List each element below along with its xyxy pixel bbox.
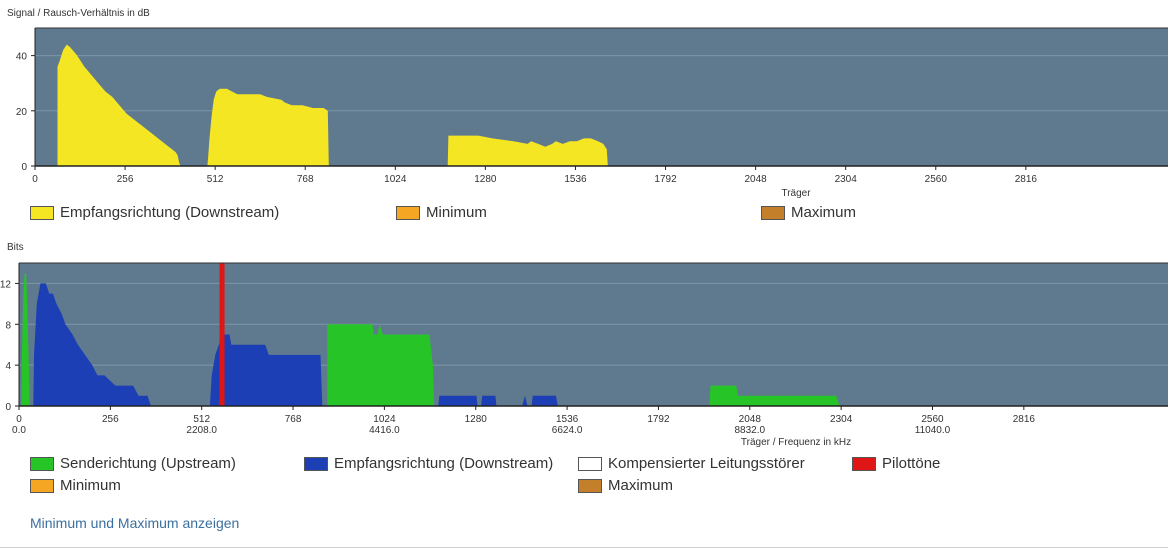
bottom-divider xyxy=(0,547,1168,548)
x-tick-label-khz: 2208.0 xyxy=(186,425,217,436)
y-tick-label: 20 xyxy=(16,107,28,118)
bits-legend-label-compensated: Kompensierter Leitungsstörer xyxy=(608,455,805,472)
y-tick-label: 40 xyxy=(16,52,28,63)
x-tick-label-khz: 6624.0 xyxy=(552,425,583,436)
x-tick-label: 256 xyxy=(102,414,119,425)
snr-legend-label-minimum: Minimum xyxy=(426,204,487,221)
pilot-tone-bar xyxy=(219,263,225,406)
x-tick-label-khz: 11040.0 xyxy=(915,425,951,436)
plot-area xyxy=(19,263,1168,406)
x-tick-label: 2304 xyxy=(830,414,853,425)
bits-legend-swatch-maximum xyxy=(578,478,602,493)
bits-legend-upstream: Senderichtung (Upstream) xyxy=(30,455,236,472)
bits-legend-minimum: Minimum xyxy=(30,477,121,494)
x-tick-label: 1536 xyxy=(556,414,579,425)
show-min-max-link[interactable]: Minimum und Maximum anzeigen xyxy=(30,515,240,531)
bits-chart: 0 4 8 12 0 256 512 768 1024 1280 1536 1792 2048 2304 2… xyxy=(0,262,1168,448)
x-axis-label: Träger xyxy=(781,188,811,199)
x-tick-label: 2560 xyxy=(921,414,944,425)
x-tick-label: 1792 xyxy=(647,414,670,425)
bits-legend-maximum: Maximum xyxy=(578,477,673,494)
snr-legend-label-maximum: Maximum xyxy=(791,204,857,221)
bits-legend-label-pilot: Pilottöne xyxy=(882,455,941,472)
series-0-area-1 xyxy=(207,88,329,166)
bits-chart-title: Bits xyxy=(7,242,24,253)
x-tick-label: 2048 xyxy=(744,174,767,185)
x-tick-label: 768 xyxy=(297,174,314,185)
snr-chart: 0 20 40 0 256 512 768 1024 1280 1536 1792 2048 2304 2… xyxy=(16,27,1168,199)
x-tick-label: 768 xyxy=(285,414,302,425)
series-1-area-2 xyxy=(438,395,478,406)
x-tick-label: 2304 xyxy=(835,174,858,185)
x-tick-label-khz: 4416.0 xyxy=(369,425,400,436)
series-1-area-5 xyxy=(531,395,558,406)
snr-legend-swatch-downstream xyxy=(30,205,54,220)
x-tick-label-khz: 0.0 xyxy=(12,425,26,436)
y-tick-label: 8 xyxy=(5,320,11,331)
snr-legend-swatch-minimum xyxy=(396,205,420,220)
bits-legend-label-downstream: Empfangsrichtung (Downstream) xyxy=(334,455,554,472)
x-tick-label: 2560 xyxy=(925,174,948,185)
x-tick-label: 1280 xyxy=(465,414,488,425)
x-tick-label: 512 xyxy=(207,174,224,185)
x-tick-label: 1024 xyxy=(384,174,407,185)
snr-legend-maximum: Maximum xyxy=(761,204,856,221)
snr-chart-title: Signal / Rausch-Verhältnis in dB xyxy=(7,8,150,19)
x-tick-label: 1280 xyxy=(474,174,497,185)
x-tick-label-khz: 8832.0 xyxy=(734,425,765,436)
bits-legend-swatch-downstream xyxy=(304,456,328,471)
x-tick-label: 2816 xyxy=(1013,414,1036,425)
y-tick-label: 0 xyxy=(5,402,11,413)
bits-legend-swatch-upstream xyxy=(30,456,54,471)
snr-legend-swatch-maximum xyxy=(761,205,785,220)
x-tick-label: 1792 xyxy=(654,174,677,185)
x-tick-label: 0 xyxy=(32,174,38,185)
bits-legend-label-upstream: Senderichtung (Upstream) xyxy=(60,455,236,472)
bits-legend-swatch-compensated xyxy=(578,456,602,471)
snr-legend-label-downstream: Empfangsrichtung (Downstream) xyxy=(60,204,280,221)
x-tick-label: 1024 xyxy=(373,414,396,425)
x-tick-label: 512 xyxy=(193,414,210,425)
snr-legend-downstream: Empfangsrichtung (Downstream) xyxy=(30,204,279,221)
bits-legend-swatch-minimum xyxy=(30,478,54,493)
series-0-area-2 xyxy=(447,135,608,166)
series-0-area-1 xyxy=(327,324,434,406)
series-1-area-4 xyxy=(522,395,528,406)
x-tick-label: 1536 xyxy=(564,174,587,185)
bits-legend-label-minimum: Minimum xyxy=(60,477,121,494)
x-tick-label: 2048 xyxy=(739,414,762,425)
bits-legend-pilot: Pilottöne xyxy=(852,455,940,472)
y-tick-label: 12 xyxy=(0,279,11,290)
series-0-area-0 xyxy=(57,44,181,166)
bits-legend-swatch-pilot xyxy=(852,456,876,471)
y-tick-label: 0 xyxy=(21,162,27,173)
x-tick-label: 2816 xyxy=(1015,174,1038,185)
series-1-area-3 xyxy=(481,395,497,406)
bits-legend-compensated: Kompensierter Leitungsstörer xyxy=(578,455,805,472)
snr-legend-minimum: Minimum xyxy=(396,204,487,221)
x-tick-label: 256 xyxy=(117,174,134,185)
x-tick-label: 0 xyxy=(16,414,22,425)
series-1-area-0 xyxy=(33,283,151,406)
series-0-area-0 xyxy=(21,273,30,406)
x-axis-label: Träger / Frequenz in kHz xyxy=(741,437,851,448)
series-1-area-1 xyxy=(209,334,323,406)
bits-legend-downstream: Empfangsrichtung (Downstream) xyxy=(304,455,553,472)
y-tick-label: 4 xyxy=(5,361,11,372)
bits-legend-label-maximum: Maximum xyxy=(608,477,674,494)
